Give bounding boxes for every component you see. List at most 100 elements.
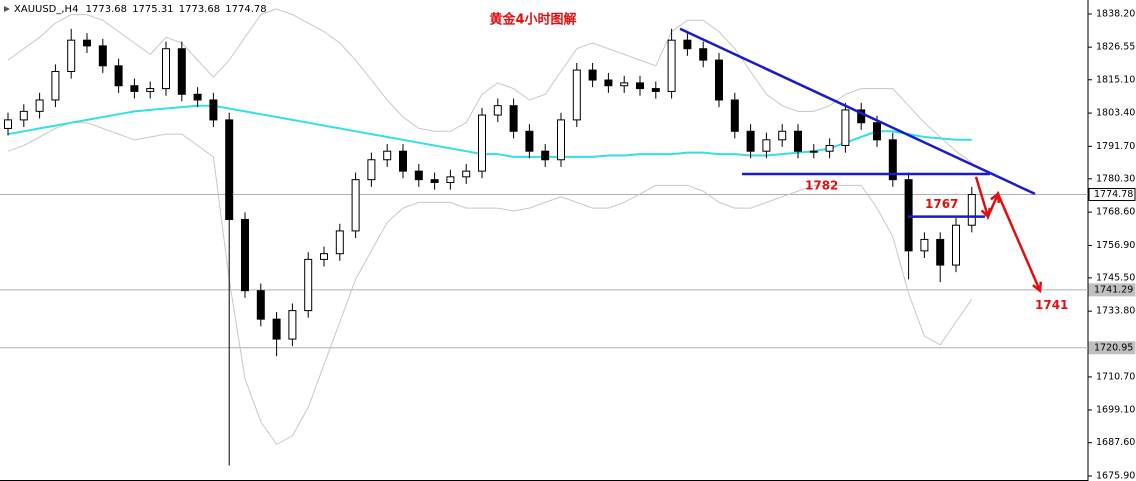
candle-body: [256, 290, 265, 320]
trend-line: [679, 27, 1036, 196]
candle-body: [304, 258, 313, 312]
candle-body: [241, 219, 249, 292]
candle-body: [414, 170, 423, 181]
y-tick-label: 1815.10: [1096, 74, 1135, 85]
candle-body: [19, 110, 28, 121]
candle-body: [952, 224, 960, 266]
candle-body: [130, 85, 139, 92]
candle-body: [762, 139, 771, 152]
candle-body: [446, 176, 455, 184]
candle-body: [367, 159, 376, 181]
y-tick-label: 1733.80: [1096, 306, 1135, 317]
y-tick-label: 1687.60: [1096, 437, 1135, 448]
candle-body: [399, 150, 407, 172]
candle-body: [730, 99, 739, 132]
candle-body: [794, 130, 802, 152]
candle-body: [35, 99, 44, 112]
level-label: 1782: [805, 178, 838, 192]
y-tick-label: 1745.50: [1096, 272, 1135, 283]
symbol-icon: [4, 6, 10, 12]
target-label: 1741: [1035, 298, 1068, 312]
candle-body: [478, 114, 486, 172]
candle-body: [636, 82, 644, 90]
candle-body: [383, 150, 392, 161]
bollinger-band: [7, 8, 973, 164]
arrow-head: [980, 207, 992, 220]
arrow-head: [990, 191, 1001, 203]
candle-body: [193, 93, 202, 101]
level-label: 1767: [925, 197, 958, 211]
y-tick-label: 1826.55: [1096, 42, 1135, 53]
y-tick-label: 1675.90: [1096, 471, 1135, 481]
candle-body: [67, 39, 76, 73]
header-high: 1775.31: [132, 4, 173, 15]
candle-body: [920, 238, 929, 252]
candle-body: [462, 170, 471, 178]
price-tag: [1088, 188, 1136, 202]
price-tag-label: 1774.78: [1094, 189, 1133, 200]
candle-body: [351, 179, 360, 232]
candle-body: [746, 130, 755, 152]
candle-body: [98, 45, 107, 67]
y-tick-label: 1699.10: [1096, 404, 1135, 415]
candle-body: [620, 82, 629, 87]
candle-body: [604, 79, 613, 87]
candle-body: [699, 48, 708, 61]
candle-body: [715, 59, 723, 101]
y-tick-label: 1838.20: [1096, 9, 1135, 20]
candle-body: [873, 122, 881, 141]
candle-body: [225, 119, 234, 221]
header-low: 1773.68: [179, 4, 220, 15]
candle-body: [320, 253, 328, 260]
candle-body: [936, 238, 945, 266]
candle-body: [588, 69, 597, 81]
candle-body: [146, 88, 155, 92]
candle-body: [83, 39, 91, 47]
candle-body: [541, 150, 550, 161]
price-tag: [1088, 341, 1136, 355]
candle-body: [904, 179, 913, 252]
candle-body: [651, 88, 660, 92]
symbol: XAUUSD_,H4: [14, 4, 78, 15]
candle-body: [857, 109, 866, 124]
candle-body: [288, 310, 297, 340]
y-tick-label: 1710.70: [1096, 371, 1135, 382]
candle-body: [825, 145, 834, 152]
candle-body: [888, 139, 897, 181]
candle-body: [572, 69, 581, 121]
candle-body: [493, 105, 502, 116]
candle-body: [967, 194, 976, 226]
candle-body: [557, 119, 565, 161]
y-tick-label: 1791.70: [1096, 141, 1135, 152]
candle-body: [778, 130, 787, 141]
y-tick-label: 1803.40: [1096, 108, 1135, 119]
candle-body: [525, 130, 534, 152]
y-tick-label: 1756.90: [1096, 240, 1135, 251]
candle-body: [683, 39, 692, 50]
forecast-path: [974, 176, 1042, 292]
candle-body: [667, 39, 676, 92]
price-tag-label: 1741.29: [1094, 284, 1133, 295]
price-tag-label: 1720.95: [1094, 342, 1133, 353]
candle-body: [272, 318, 281, 340]
candle-body: [509, 105, 518, 132]
header-close: 1774.78: [225, 4, 266, 15]
header-open: 1773.68: [86, 4, 127, 15]
candle-body: [177, 48, 186, 95]
arrow-head: [1032, 281, 1043, 294]
candle-body: [841, 109, 850, 147]
candle-body: [430, 179, 439, 184]
y-tick-label: 1780.30: [1096, 173, 1135, 184]
candle-body: [4, 119, 12, 129]
header: XAUUSD_,H4 1773.68 1775.31 1773.68 1774.…: [14, 4, 267, 15]
candle-body: [335, 230, 344, 255]
candle-body: [809, 150, 818, 153]
bollinger-band: [7, 122, 973, 446]
candle-body: [51, 71, 60, 101]
price-tag: [1088, 283, 1136, 297]
candle-body: [162, 48, 170, 90]
chart-title: 黄金4小时图解: [489, 12, 576, 28]
y-tick-label: 1768.60: [1096, 207, 1135, 218]
